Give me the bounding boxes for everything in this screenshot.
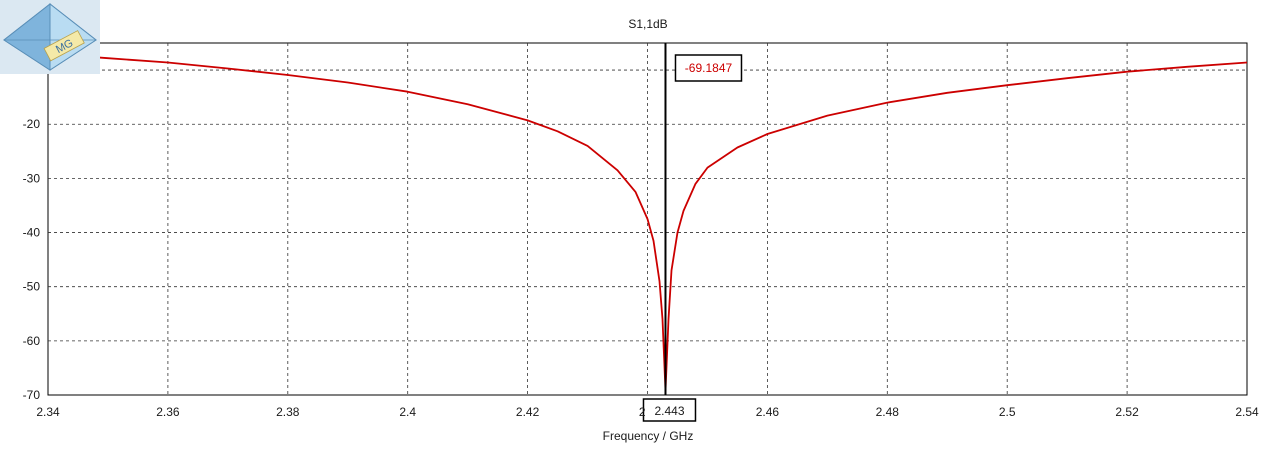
tick-labels: 2.34 2.36 2.38 2.4 2.42 2 2.46 2.48 2.5 2.52 2.54 -…: [23, 63, 1259, 419]
x-tick-label: 2.48: [876, 405, 900, 419]
x-tick-label: 2.5: [999, 405, 1016, 419]
marker-value-box: [674, 54, 743, 82]
marker-x-box: [642, 398, 697, 422]
logo: MG: [0, 0, 100, 74]
y-tick-label: -30: [23, 171, 41, 185]
data-series: [47, 52, 1248, 392]
grid-lines: [48, 43, 1247, 395]
x-tick-label: 2.36: [156, 405, 180, 419]
y-tick-label: -60: [23, 334, 41, 348]
y-tick-label: -70: [23, 388, 41, 402]
x-axis-title: Frequency / GHz: [603, 429, 694, 443]
x-tick-label: 2: [639, 405, 646, 419]
y-tick-label: -50: [23, 280, 41, 294]
pyramid-logo-icon: MG: [0, 0, 100, 74]
x-tick-label: 2.52: [1115, 405, 1139, 419]
marker-layer: -69.1847 2.443: [642, 43, 743, 422]
x-tick-label: 2.34: [36, 405, 60, 419]
chart-title: S1,1dB: [628, 17, 667, 31]
marker-value-text: -69.1847: [685, 61, 733, 75]
x-tick-label: 2.54: [1235, 405, 1259, 419]
s11-curve: [47, 52, 1248, 392]
x-tick-label: 2.42: [516, 405, 540, 419]
marker-x-text: 2.443: [654, 404, 684, 418]
x-tick-label: 2.46: [756, 405, 780, 419]
y-tick-label: -20: [23, 117, 41, 131]
x-tick-label: 2.4: [399, 405, 416, 419]
x-tick-label: 2.38: [276, 405, 300, 419]
y-tick-label: -40: [23, 226, 41, 240]
